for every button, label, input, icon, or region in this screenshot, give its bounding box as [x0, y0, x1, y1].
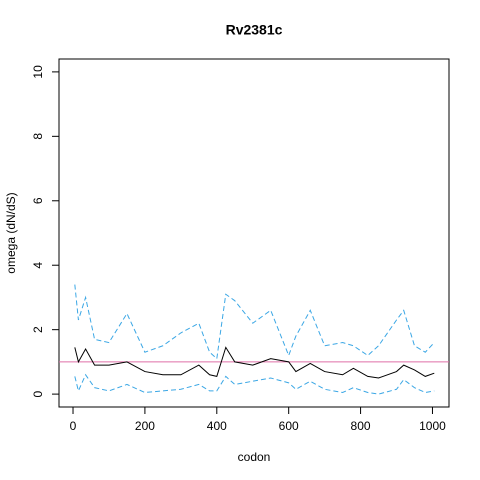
series-line [74, 373, 435, 395]
y-tick-label: 8 [31, 133, 45, 140]
x-tick-label: 200 [135, 419, 155, 433]
y-tick-label: 6 [31, 197, 45, 204]
x-axis-label: codon [238, 450, 271, 464]
y-tick-label: 2 [31, 326, 45, 333]
plot-frame [58, 58, 450, 408]
y-tick-label: 4 [31, 262, 45, 269]
x-tick-label: 600 [279, 419, 299, 433]
x-tick-label: 800 [351, 419, 371, 433]
y-tick-label: 10 [31, 65, 45, 79]
x-tick-label: 0 [70, 419, 77, 433]
series-line [74, 284, 435, 360]
chart-title: Rv2381c [226, 22, 283, 38]
y-axis-label: omega (dN/dS) [4, 192, 18, 273]
x-tick-label: 1000 [419, 419, 446, 433]
y-tick-label: 0 [31, 390, 45, 397]
series-line [74, 346, 435, 379]
x-tick-label: 400 [207, 419, 227, 433]
